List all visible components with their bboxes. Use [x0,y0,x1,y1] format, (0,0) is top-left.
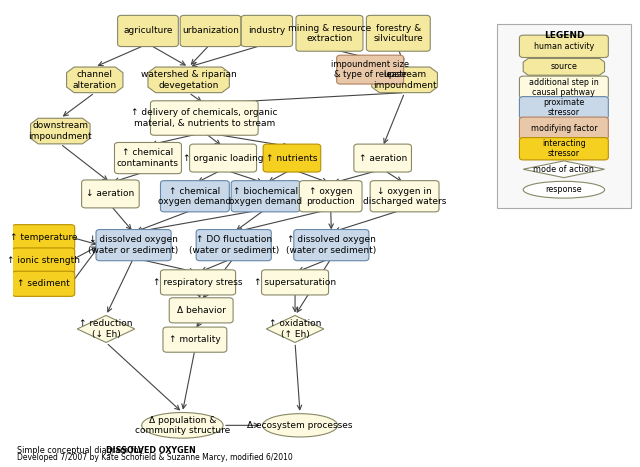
Text: human activity: human activity [534,42,594,51]
FancyBboxPatch shape [354,144,412,172]
Polygon shape [523,58,605,75]
FancyBboxPatch shape [520,76,609,99]
Text: ↑ mortality: ↑ mortality [169,335,221,344]
FancyBboxPatch shape [161,270,236,295]
Text: ↑ nutrients: ↑ nutrients [266,154,317,163]
Text: DISSOLVED OXYGEN: DISSOLVED OXYGEN [106,446,196,455]
FancyBboxPatch shape [189,144,257,172]
FancyBboxPatch shape [241,15,292,47]
Text: response: response [545,185,582,194]
Text: urbanization: urbanization [182,27,239,35]
Text: ↑ ionic strength: ↑ ionic strength [7,256,80,265]
FancyBboxPatch shape [294,230,369,261]
Text: ↑ organic loading: ↑ organic loading [183,154,263,163]
Text: proximate
stressor: proximate stressor [543,98,584,118]
FancyBboxPatch shape [520,138,609,160]
Text: ↑ chemical
contaminants: ↑ chemical contaminants [117,149,179,168]
Polygon shape [148,67,229,92]
FancyBboxPatch shape [82,180,139,208]
Text: downstream
impoundment: downstream impoundment [29,121,92,141]
Ellipse shape [262,414,338,437]
Text: Simple conceptual diagram for: Simple conceptual diagram for [17,446,144,455]
Text: ↓ oxygen in
discharged waters: ↓ oxygen in discharged waters [363,186,446,206]
Text: ↓ dissolved oxygen
(water or sediment): ↓ dissolved oxygen (water or sediment) [88,235,179,255]
Text: Δ population &
community structure: Δ population & community structure [135,416,230,435]
Polygon shape [31,118,90,144]
Text: channel
alteration: channel alteration [73,70,117,90]
Text: ↑ delivery of chemicals, organic
material, & nutrients to stream: ↑ delivery of chemicals, organic materia… [131,108,278,128]
FancyBboxPatch shape [262,270,328,295]
Text: Δ behavior: Δ behavior [177,306,225,315]
FancyBboxPatch shape [169,298,233,323]
Text: industry: industry [248,27,285,35]
Text: ↓ aeration: ↓ aeration [86,190,134,198]
FancyBboxPatch shape [12,248,75,273]
Text: agriculture: agriculture [124,27,173,35]
Text: ↑ DO fluctuation
(water or sediment): ↑ DO fluctuation (water or sediment) [189,235,279,255]
Text: ↑ reduction
(↓ Eh): ↑ reduction (↓ Eh) [79,319,132,339]
FancyBboxPatch shape [96,230,171,261]
Text: ↑ respiratory stress: ↑ respiratory stress [154,278,243,287]
FancyBboxPatch shape [118,15,179,47]
Polygon shape [266,315,324,342]
FancyBboxPatch shape [263,144,321,172]
FancyBboxPatch shape [196,230,271,261]
Text: ↑ chemical
oxygen demand: ↑ chemical oxygen demand [158,186,232,206]
FancyBboxPatch shape [180,15,241,47]
Text: watershed & riparian
devegetation: watershed & riparian devegetation [141,70,237,90]
Ellipse shape [523,181,605,198]
Text: LEGEND: LEGEND [543,31,584,40]
Text: ↑ dissolved oxygen
(water or sediment): ↑ dissolved oxygen (water or sediment) [286,235,376,255]
Text: ↑ oxidation
(↑ Eh): ↑ oxidation (↑ Eh) [269,319,321,339]
FancyBboxPatch shape [370,181,439,212]
Polygon shape [523,161,605,177]
Text: ↑ sediment: ↑ sediment [17,279,70,288]
Text: Developed 7/2007 by Kate Schofield & Suzanne Marcy, modified 6/2010: Developed 7/2007 by Kate Schofield & Suz… [17,453,292,462]
FancyBboxPatch shape [497,24,631,208]
Text: Δ ecosystem processes: Δ ecosystem processes [247,421,353,430]
Text: ↑ biochemical
oxygen demand: ↑ biochemical oxygen demand [229,186,302,206]
Text: forestry &
silviculture: forestry & silviculture [374,24,423,43]
Text: interacting
stressor: interacting stressor [542,139,586,158]
Text: ↑ temperature: ↑ temperature [10,233,77,242]
FancyBboxPatch shape [161,181,229,212]
Text: additional step in
causal pathway: additional step in causal pathway [529,78,599,97]
FancyBboxPatch shape [231,181,300,212]
Text: modifying factor: modifying factor [531,124,597,133]
Text: mining & resource
extraction: mining & resource extraction [288,24,371,43]
FancyBboxPatch shape [12,225,75,250]
Text: ↑ oxygen
production: ↑ oxygen production [307,186,355,206]
FancyBboxPatch shape [337,55,404,84]
Text: ↑ aeration: ↑ aeration [358,154,407,163]
FancyBboxPatch shape [520,35,609,57]
FancyBboxPatch shape [296,15,363,51]
Polygon shape [372,67,438,92]
FancyBboxPatch shape [163,327,227,352]
Ellipse shape [141,412,223,438]
Text: upstream
impoundment: upstream impoundment [372,70,436,90]
Polygon shape [67,67,123,92]
FancyBboxPatch shape [115,142,182,174]
Text: ↑ supersaturation: ↑ supersaturation [254,278,336,287]
FancyBboxPatch shape [520,117,609,140]
FancyBboxPatch shape [300,181,362,212]
FancyBboxPatch shape [12,271,75,297]
Text: impoundment size
& type of release: impoundment size & type of release [331,60,409,79]
FancyBboxPatch shape [520,97,609,119]
FancyBboxPatch shape [150,101,258,135]
Text: source: source [550,62,577,71]
Polygon shape [77,315,135,342]
FancyBboxPatch shape [367,15,430,51]
Text: mode of action: mode of action [534,165,595,174]
